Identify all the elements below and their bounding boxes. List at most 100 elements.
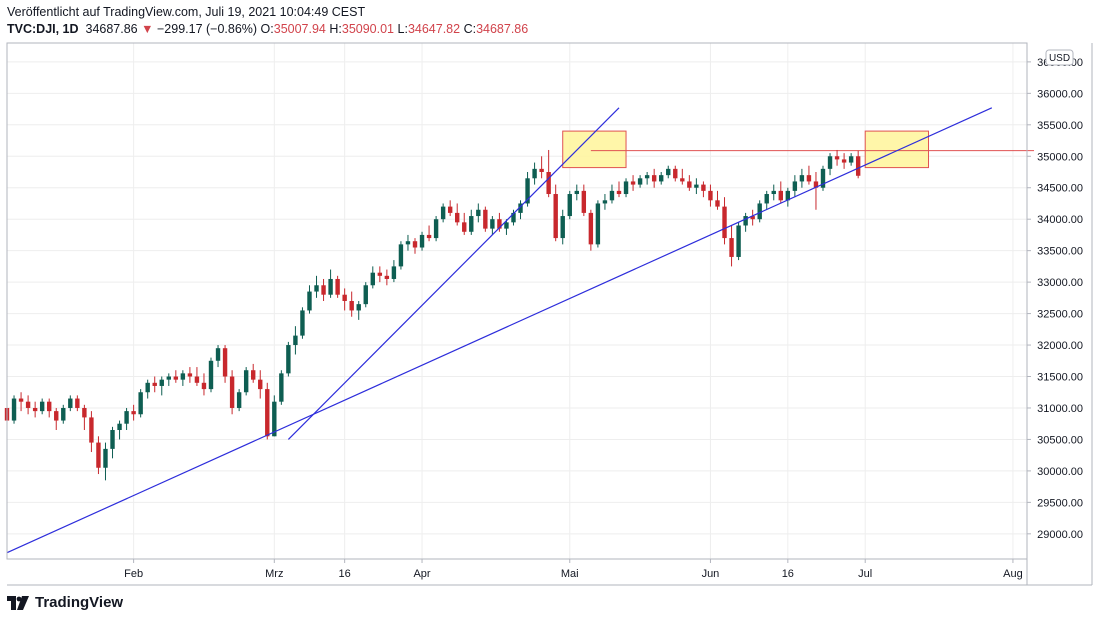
candle-body: [820, 168, 826, 188]
candle-body: [258, 379, 263, 390]
candle: [279, 370, 284, 405]
candle-body: [201, 382, 207, 390]
currency-label: USD: [1049, 53, 1070, 64]
candle: [483, 206, 488, 232]
candle: [680, 168, 685, 185]
candle-body: [553, 194, 558, 239]
candle-body: [497, 219, 502, 229]
candle-body: [476, 209, 481, 217]
candle: [159, 376, 164, 396]
candle-body: [412, 241, 418, 248]
candle-body: [279, 373, 284, 402]
candle: [532, 162, 537, 185]
candle-body: [131, 411, 136, 415]
time-tick-label: Jul: [858, 568, 872, 580]
symbol-label[interactable]: TVC:DJI, 1D: [7, 22, 79, 36]
candle: [490, 216, 495, 235]
candle: [54, 407, 59, 430]
tradingview-logo-icon: [7, 595, 29, 610]
candle-body: [799, 175, 805, 182]
candle-body: [743, 216, 748, 226]
change-value: −299.17 (−0.86%): [156, 22, 258, 36]
price-tick-label: 35000.00: [1037, 151, 1083, 163]
ohlc-legend: TVC:DJI, 1D 34687.86 ▼ −299.17 (−0.86%) …: [7, 22, 528, 36]
candle: [342, 288, 347, 311]
candle-body: [630, 181, 636, 185]
candle-body: [75, 398, 80, 408]
candle-body: [349, 301, 354, 311]
low-label: L:: [397, 22, 408, 36]
candle: [222, 345, 228, 383]
price-tick-label: 36000.00: [1037, 88, 1083, 100]
price-tick-label: 32000.00: [1037, 340, 1083, 352]
candle: [715, 190, 720, 210]
candle-body: [440, 206, 446, 220]
candle: [659, 172, 664, 185]
candle-body: [616, 190, 622, 195]
candle-body: [462, 222, 467, 232]
published-line: Veröffentlicht auf TradingView.com, Juli…: [7, 5, 366, 19]
candle: [834, 149, 840, 166]
candle-body: [215, 348, 221, 361]
candle-body: [701, 184, 706, 191]
candle: [743, 212, 748, 232]
candle: [25, 395, 31, 415]
candle: [848, 153, 854, 166]
candle-body: [265, 389, 270, 437]
down-arrow-icon: ▼: [141, 22, 154, 36]
candle: [764, 190, 769, 210]
candle: [377, 266, 383, 283]
last-price: 34687.86: [85, 22, 138, 36]
close-value: 34687.86: [476, 22, 529, 36]
candle: [258, 370, 263, 399]
candle-body: [391, 266, 397, 279]
price-tick-label: 34500.00: [1037, 183, 1083, 195]
candle: [476, 203, 481, 223]
candle-body: [560, 216, 565, 239]
candle: [827, 153, 833, 176]
candle: [265, 382, 270, 440]
candle-body: [546, 172, 551, 195]
candle-body: [166, 376, 171, 380]
candle: [208, 357, 214, 393]
candle-body: [82, 407, 87, 418]
candle-body: [229, 376, 235, 408]
low-value: 34647.82: [407, 22, 461, 36]
high-value: 35090.01: [341, 22, 395, 36]
time-tick-label: Aug: [1003, 568, 1023, 580]
candle-body: [757, 203, 762, 220]
candle: [518, 200, 523, 220]
candle-body: [47, 401, 52, 412]
candle: [623, 178, 629, 198]
candle: [792, 175, 798, 198]
candle-body: [504, 222, 509, 229]
candle-body: [792, 181, 798, 191]
candle: [138, 389, 143, 418]
candle: [637, 175, 643, 188]
time-axis[interactable]: Feb Mrz 16 Apr Mai Jun 16 Jul Aug: [124, 559, 1023, 580]
price-tick-label: 31500.00: [1037, 372, 1083, 384]
candle-body: [54, 411, 59, 421]
candle: [433, 216, 439, 242]
candle-body: [483, 209, 488, 229]
tradingview-logo[interactable]: TradingView: [7, 594, 123, 611]
candle-body: [855, 156, 861, 176]
candle-body: [673, 168, 678, 179]
candle-body: [194, 376, 200, 383]
price-tick-label: 35500.00: [1037, 120, 1083, 132]
candle-body: [103, 448, 108, 468]
candle: [799, 168, 805, 188]
price-axis[interactable]: 29000.00 29500.00 30000.00 30500.00 31000.00…: [1027, 57, 1083, 541]
candle-body: [272, 401, 277, 437]
candle-body: [370, 272, 375, 286]
candle: [701, 181, 706, 198]
candle: [778, 181, 783, 204]
candle: [708, 184, 713, 207]
candle: [243, 367, 249, 396]
candle: [722, 197, 727, 245]
candle: [39, 398, 45, 415]
candle: [335, 275, 340, 298]
price-tick-label: 33500.00: [1037, 246, 1083, 258]
high-label: H:: [329, 22, 342, 36]
